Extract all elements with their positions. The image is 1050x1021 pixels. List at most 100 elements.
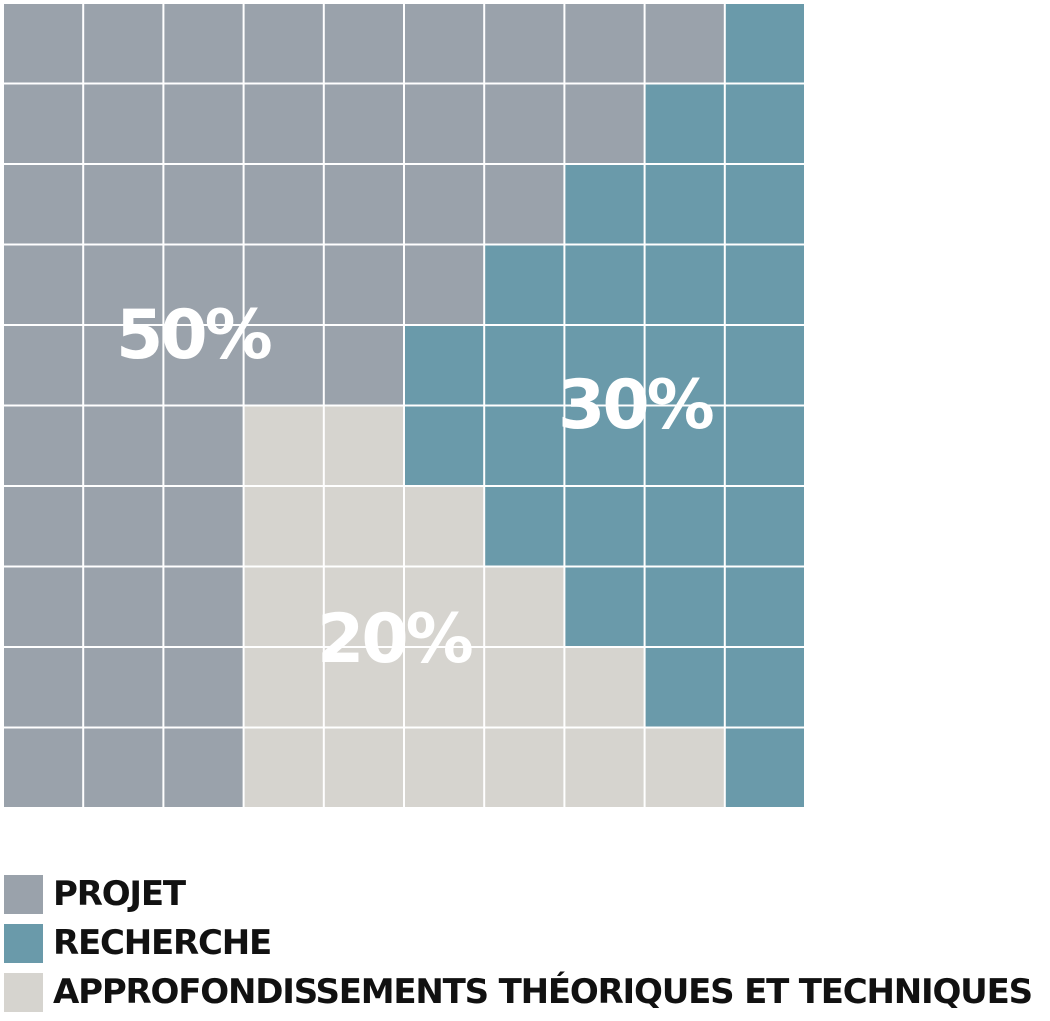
waffle-cell-recherche	[645, 326, 724, 405]
waffle-cell-recherche	[645, 487, 724, 566]
waffle-cell-recherche	[645, 165, 724, 244]
waffle-cell-recherche	[725, 84, 804, 163]
waffle-cell-approfondissements	[565, 648, 644, 727]
waffle-cell-projet	[164, 487, 243, 566]
waffle-cell-projet	[164, 406, 243, 485]
legend: PROJET RECHERCHE APPROFONDISSEMENTS THÉO…	[4, 874, 1033, 1021]
waffle-cell-approfondissements	[324, 567, 403, 646]
waffle-cell-approfondissements	[405, 487, 484, 566]
waffle-cell-recherche	[725, 648, 804, 727]
waffle-cell-projet	[324, 84, 403, 163]
waffle-cell-recherche	[725, 245, 804, 324]
waffle-cell-projet	[244, 84, 323, 163]
recherche-percent-label: 30%	[558, 366, 715, 445]
waffle-cell-recherche	[565, 567, 644, 646]
waffle-cell-projet	[324, 326, 403, 405]
waffle-cell-recherche	[485, 245, 564, 324]
waffle-cell-recherche	[565, 326, 644, 405]
waffle-cell-projet	[4, 487, 83, 566]
waffle-cell-projet	[164, 326, 243, 405]
waffle-cell-projet	[4, 245, 83, 324]
waffle-cell-projet	[84, 648, 163, 727]
waffle-cell-projet	[84, 245, 163, 324]
waffle-cell-projet	[84, 165, 163, 244]
waffle-cell-approfondissements	[485, 728, 564, 807]
waffle-cell-recherche	[405, 326, 484, 405]
waffle-cell-projet	[4, 326, 83, 405]
waffle-cell-approfondissements	[324, 487, 403, 566]
waffle-cell-projet	[244, 165, 323, 244]
waffle-cell-projet	[324, 165, 403, 244]
waffle-cell-recherche	[405, 406, 484, 485]
waffle-cell-recherche	[725, 406, 804, 485]
waffle-cell-recherche	[565, 406, 644, 485]
waffle-cell-approfondissements	[244, 728, 323, 807]
waffle-cell-projet	[485, 165, 564, 244]
waffle-cell-approfondissements	[485, 567, 564, 646]
waffle-cell-recherche	[565, 487, 644, 566]
legend-swatch-recherche	[4, 923, 43, 963]
waffle-cell-recherche	[645, 648, 724, 727]
waffle-cell-approfondissements	[244, 567, 323, 646]
waffle-cell-recherche	[645, 84, 724, 163]
legend-label-recherche: RECHERCHE	[53, 923, 272, 963]
waffle-cell-projet	[244, 326, 323, 405]
waffle-cell-projet	[4, 165, 83, 244]
waffle-cell-projet	[244, 4, 323, 83]
waffle-cell-projet	[164, 84, 243, 163]
waffle-cell-approfondissements	[405, 567, 484, 646]
waffle-cell-recherche	[485, 487, 564, 566]
waffle-cell-projet	[84, 4, 163, 83]
waffle-cell-recherche	[725, 487, 804, 566]
waffle-cell-recherche	[725, 728, 804, 807]
waffle-cell-projet	[4, 406, 83, 485]
waffle-cell-approfondissements	[645, 728, 724, 807]
waffle-cell-projet	[84, 487, 163, 566]
legend-item-approfondissements: APPROFONDISSEMENTS THÉORIQUES ET TECHNIQ…	[4, 972, 1033, 1012]
waffle-cell-projet	[84, 84, 163, 163]
waffle-cell-projet	[565, 84, 644, 163]
waffle-cell-recherche	[565, 165, 644, 244]
waffle-cell-approfondissements	[244, 648, 323, 727]
waffle-cell-projet	[84, 567, 163, 646]
waffle-cell-projet	[164, 245, 243, 324]
waffle-cell-projet	[565, 4, 644, 83]
waffle-cell-projet	[324, 4, 403, 83]
legend-item-recherche: RECHERCHE	[4, 923, 1032, 963]
waffle-cell-recherche	[645, 567, 724, 646]
waffle-cell-projet	[84, 728, 163, 807]
legend-item-projet: PROJET	[4, 874, 1032, 914]
waffle-cell-approfondissements	[324, 728, 403, 807]
waffle-cell-projet	[4, 84, 83, 163]
legend-label-projet: PROJET	[53, 874, 186, 914]
waffle-cell-projet	[4, 648, 83, 727]
waffle-cell-recherche	[725, 567, 804, 646]
waffle-cell-approfondissements	[405, 648, 484, 727]
waffle-cell-projet	[4, 567, 83, 646]
waffle-cell-recherche	[645, 245, 724, 324]
waffle-cell-projet	[164, 4, 243, 83]
waffle-cell-recherche	[725, 4, 804, 83]
legend-label-approfondissements: APPROFONDISSEMENTS THÉORIQUES ET TECHNIQ…	[53, 972, 1033, 1012]
waffle-cell-projet	[244, 245, 323, 324]
waffle-chart	[4, 4, 804, 807]
waffle-cell-projet	[164, 567, 243, 646]
waffle-cell-projet	[485, 4, 564, 83]
waffle-cell-projet	[485, 84, 564, 163]
waffle-cell-recherche	[725, 165, 804, 244]
waffle-cell-projet	[645, 4, 724, 83]
waffle-cell-recherche	[485, 406, 564, 485]
waffle-cell-approfondissements	[565, 728, 644, 807]
waffle-cell-approfondissements	[485, 648, 564, 727]
waffle-cell-projet	[324, 245, 403, 324]
waffle-cell-approfondissements	[324, 648, 403, 727]
legend-swatch-projet	[4, 874, 43, 914]
waffle-cell-projet	[405, 84, 484, 163]
legend-swatch-approfondissements	[4, 972, 43, 1012]
waffle-cell-projet	[84, 406, 163, 485]
waffle-cell-approfondissements	[244, 487, 323, 566]
approfondissements-percent-label: 20%	[317, 600, 474, 679]
waffle-cell-recherche	[645, 406, 724, 485]
waffle-cell-approfondissements	[244, 406, 323, 485]
waffle-cell-projet	[4, 728, 83, 807]
